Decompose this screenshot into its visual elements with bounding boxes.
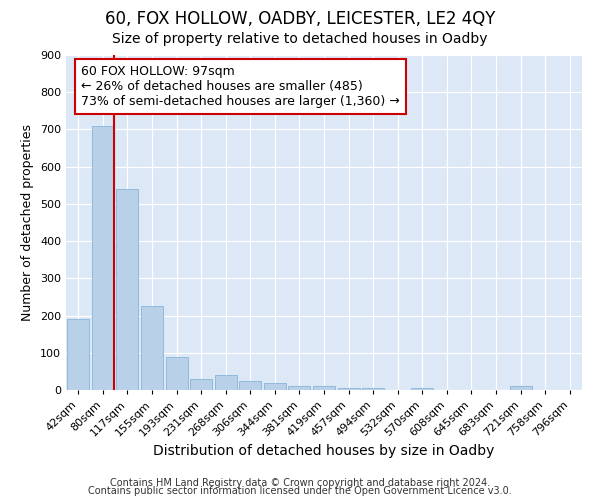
Bar xyxy=(239,380,262,390)
Y-axis label: Number of detached properties: Number of detached properties xyxy=(22,124,34,321)
Bar xyxy=(190,379,212,390)
Bar xyxy=(141,306,163,390)
Text: 60, FOX HOLLOW, OADBY, LEICESTER, LE2 4QY: 60, FOX HOLLOW, OADBY, LEICESTER, LE2 4Q… xyxy=(105,10,495,28)
Bar xyxy=(411,388,433,390)
Bar xyxy=(166,356,188,390)
Text: Size of property relative to detached houses in Oadby: Size of property relative to detached ho… xyxy=(112,32,488,46)
Bar xyxy=(67,320,89,390)
Bar xyxy=(92,126,114,390)
Bar xyxy=(362,388,384,390)
Bar xyxy=(313,386,335,390)
Bar xyxy=(289,386,310,390)
Text: Contains HM Land Registry data © Crown copyright and database right 2024.: Contains HM Land Registry data © Crown c… xyxy=(110,478,490,488)
Text: 60 FOX HOLLOW: 97sqm
← 26% of detached houses are smaller (485)
73% of semi-deta: 60 FOX HOLLOW: 97sqm ← 26% of detached h… xyxy=(82,65,400,108)
Bar xyxy=(509,386,532,390)
Text: Contains public sector information licensed under the Open Government Licence v3: Contains public sector information licen… xyxy=(88,486,512,496)
Bar xyxy=(264,382,286,390)
X-axis label: Distribution of detached houses by size in Oadby: Distribution of detached houses by size … xyxy=(154,444,494,458)
Bar xyxy=(116,189,139,390)
Bar xyxy=(215,375,237,390)
Bar xyxy=(338,388,359,390)
